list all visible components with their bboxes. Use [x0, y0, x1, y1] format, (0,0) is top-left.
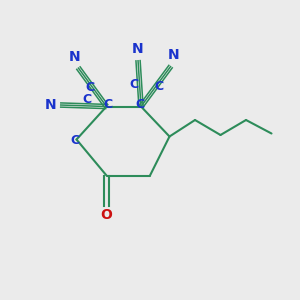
Text: N: N [45, 98, 56, 112]
Text: C: C [70, 134, 80, 148]
Text: O: O [100, 208, 112, 222]
Text: C: C [135, 98, 144, 112]
Text: C: C [130, 78, 139, 91]
Text: C: C [154, 80, 163, 93]
Text: N: N [69, 50, 81, 64]
Text: C: C [103, 98, 112, 112]
Text: N: N [168, 49, 180, 62]
Text: N: N [132, 43, 144, 56]
Text: C: C [85, 81, 94, 94]
Text: C: C [83, 93, 92, 106]
